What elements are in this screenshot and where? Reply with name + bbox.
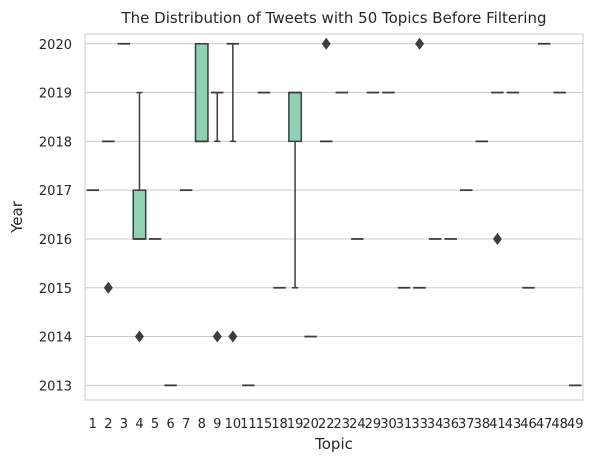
box-topic-22: [319, 37, 333, 143]
outlier-marker: [103, 281, 113, 294]
x-tick-label: 37: [458, 417, 475, 432]
x-tick-label: 30: [380, 417, 397, 432]
y-tick-label: 2015: [39, 282, 72, 297]
y-axis-title: Year: [8, 200, 26, 234]
box-topic-8: [194, 43, 209, 143]
y-tick-label: 2018: [39, 135, 72, 150]
box-topic-33: [413, 37, 426, 289]
x-tick-label: 43: [505, 417, 522, 432]
x-tick-label: 11: [240, 417, 257, 432]
x-tick-label: 10: [225, 417, 242, 432]
x-tick-label: 41: [489, 417, 506, 432]
x-tick-label: 8: [198, 417, 206, 432]
outlier-marker: [415, 37, 425, 50]
x-tick-label: 38: [474, 417, 491, 432]
x-tick-label: 6: [166, 417, 174, 432]
iqr-box: [288, 91, 303, 143]
x-tick-label: 19: [287, 417, 304, 432]
x-tick-label: 18: [271, 417, 288, 432]
x-tick-label: 9: [213, 417, 221, 432]
x-tick-label: 34: [427, 417, 444, 432]
y-tick-label: 2017: [39, 184, 72, 199]
x-tick-label: 33: [411, 417, 428, 432]
x-tick-label: 1: [89, 417, 97, 432]
x-tick-label: 47: [536, 417, 553, 432]
y-tick-labels: 2013 2014 2015 2016 2017 2018 2019 2020: [39, 38, 72, 395]
x-tick-label: 5: [151, 417, 159, 432]
x-tick-label: 46: [520, 417, 537, 432]
plot-frame: [84, 33, 584, 401]
x-tick-labels: 1 2 3 4 5 6 7 8 9 10 11 15 18 19 20 22 23 24 29 30 31 33 34 36 3…: [89, 417, 584, 432]
x-tick-label: 48: [551, 417, 568, 432]
x-tick-label: 23: [334, 417, 351, 432]
y-tick-label: 2016: [39, 233, 72, 248]
y-tick-label: 2014: [39, 331, 72, 346]
x-axis-title: Topic: [314, 435, 353, 453]
x-tick-label: 29: [365, 417, 382, 432]
y-tick-label: 2019: [39, 87, 72, 102]
x-tick-label: 15: [256, 417, 273, 432]
outlier-marker: [212, 330, 222, 343]
x-tick-label: 31: [396, 417, 413, 432]
y-tick-label: 2013: [39, 379, 72, 394]
x-tick-label: 4: [135, 417, 143, 432]
chart-title: The Distribution of Tweets with 50 Topic…: [121, 9, 547, 27]
outlier-marker: [492, 232, 502, 245]
plot-area: [85, 34, 583, 400]
x-tick-label: 22: [318, 417, 335, 432]
y-tick-label: 2020: [39, 38, 72, 53]
box-topic-19: [288, 91, 303, 289]
box-topic-41: [491, 91, 504, 245]
x-tick-label: 7: [182, 417, 190, 432]
x-tick-label: 2: [104, 417, 112, 432]
x-tick-label: 36: [442, 417, 459, 432]
x-tick-label: 49: [567, 417, 584, 432]
iqr-box: [194, 43, 209, 143]
box-topic-4: [132, 91, 147, 343]
box-topic-2: [102, 140, 115, 294]
box-topic-9: [211, 91, 224, 343]
x-tick-label: 20: [302, 417, 319, 432]
x-tick-label: 24: [349, 417, 366, 432]
box-topic-10: [226, 42, 240, 343]
outlier-marker: [134, 330, 144, 343]
boxes-layer: [86, 37, 582, 387]
outlier-marker: [321, 37, 331, 50]
iqr-box: [132, 189, 147, 240]
outlier-marker: [228, 330, 238, 343]
x-tick-label: 3: [120, 417, 128, 432]
